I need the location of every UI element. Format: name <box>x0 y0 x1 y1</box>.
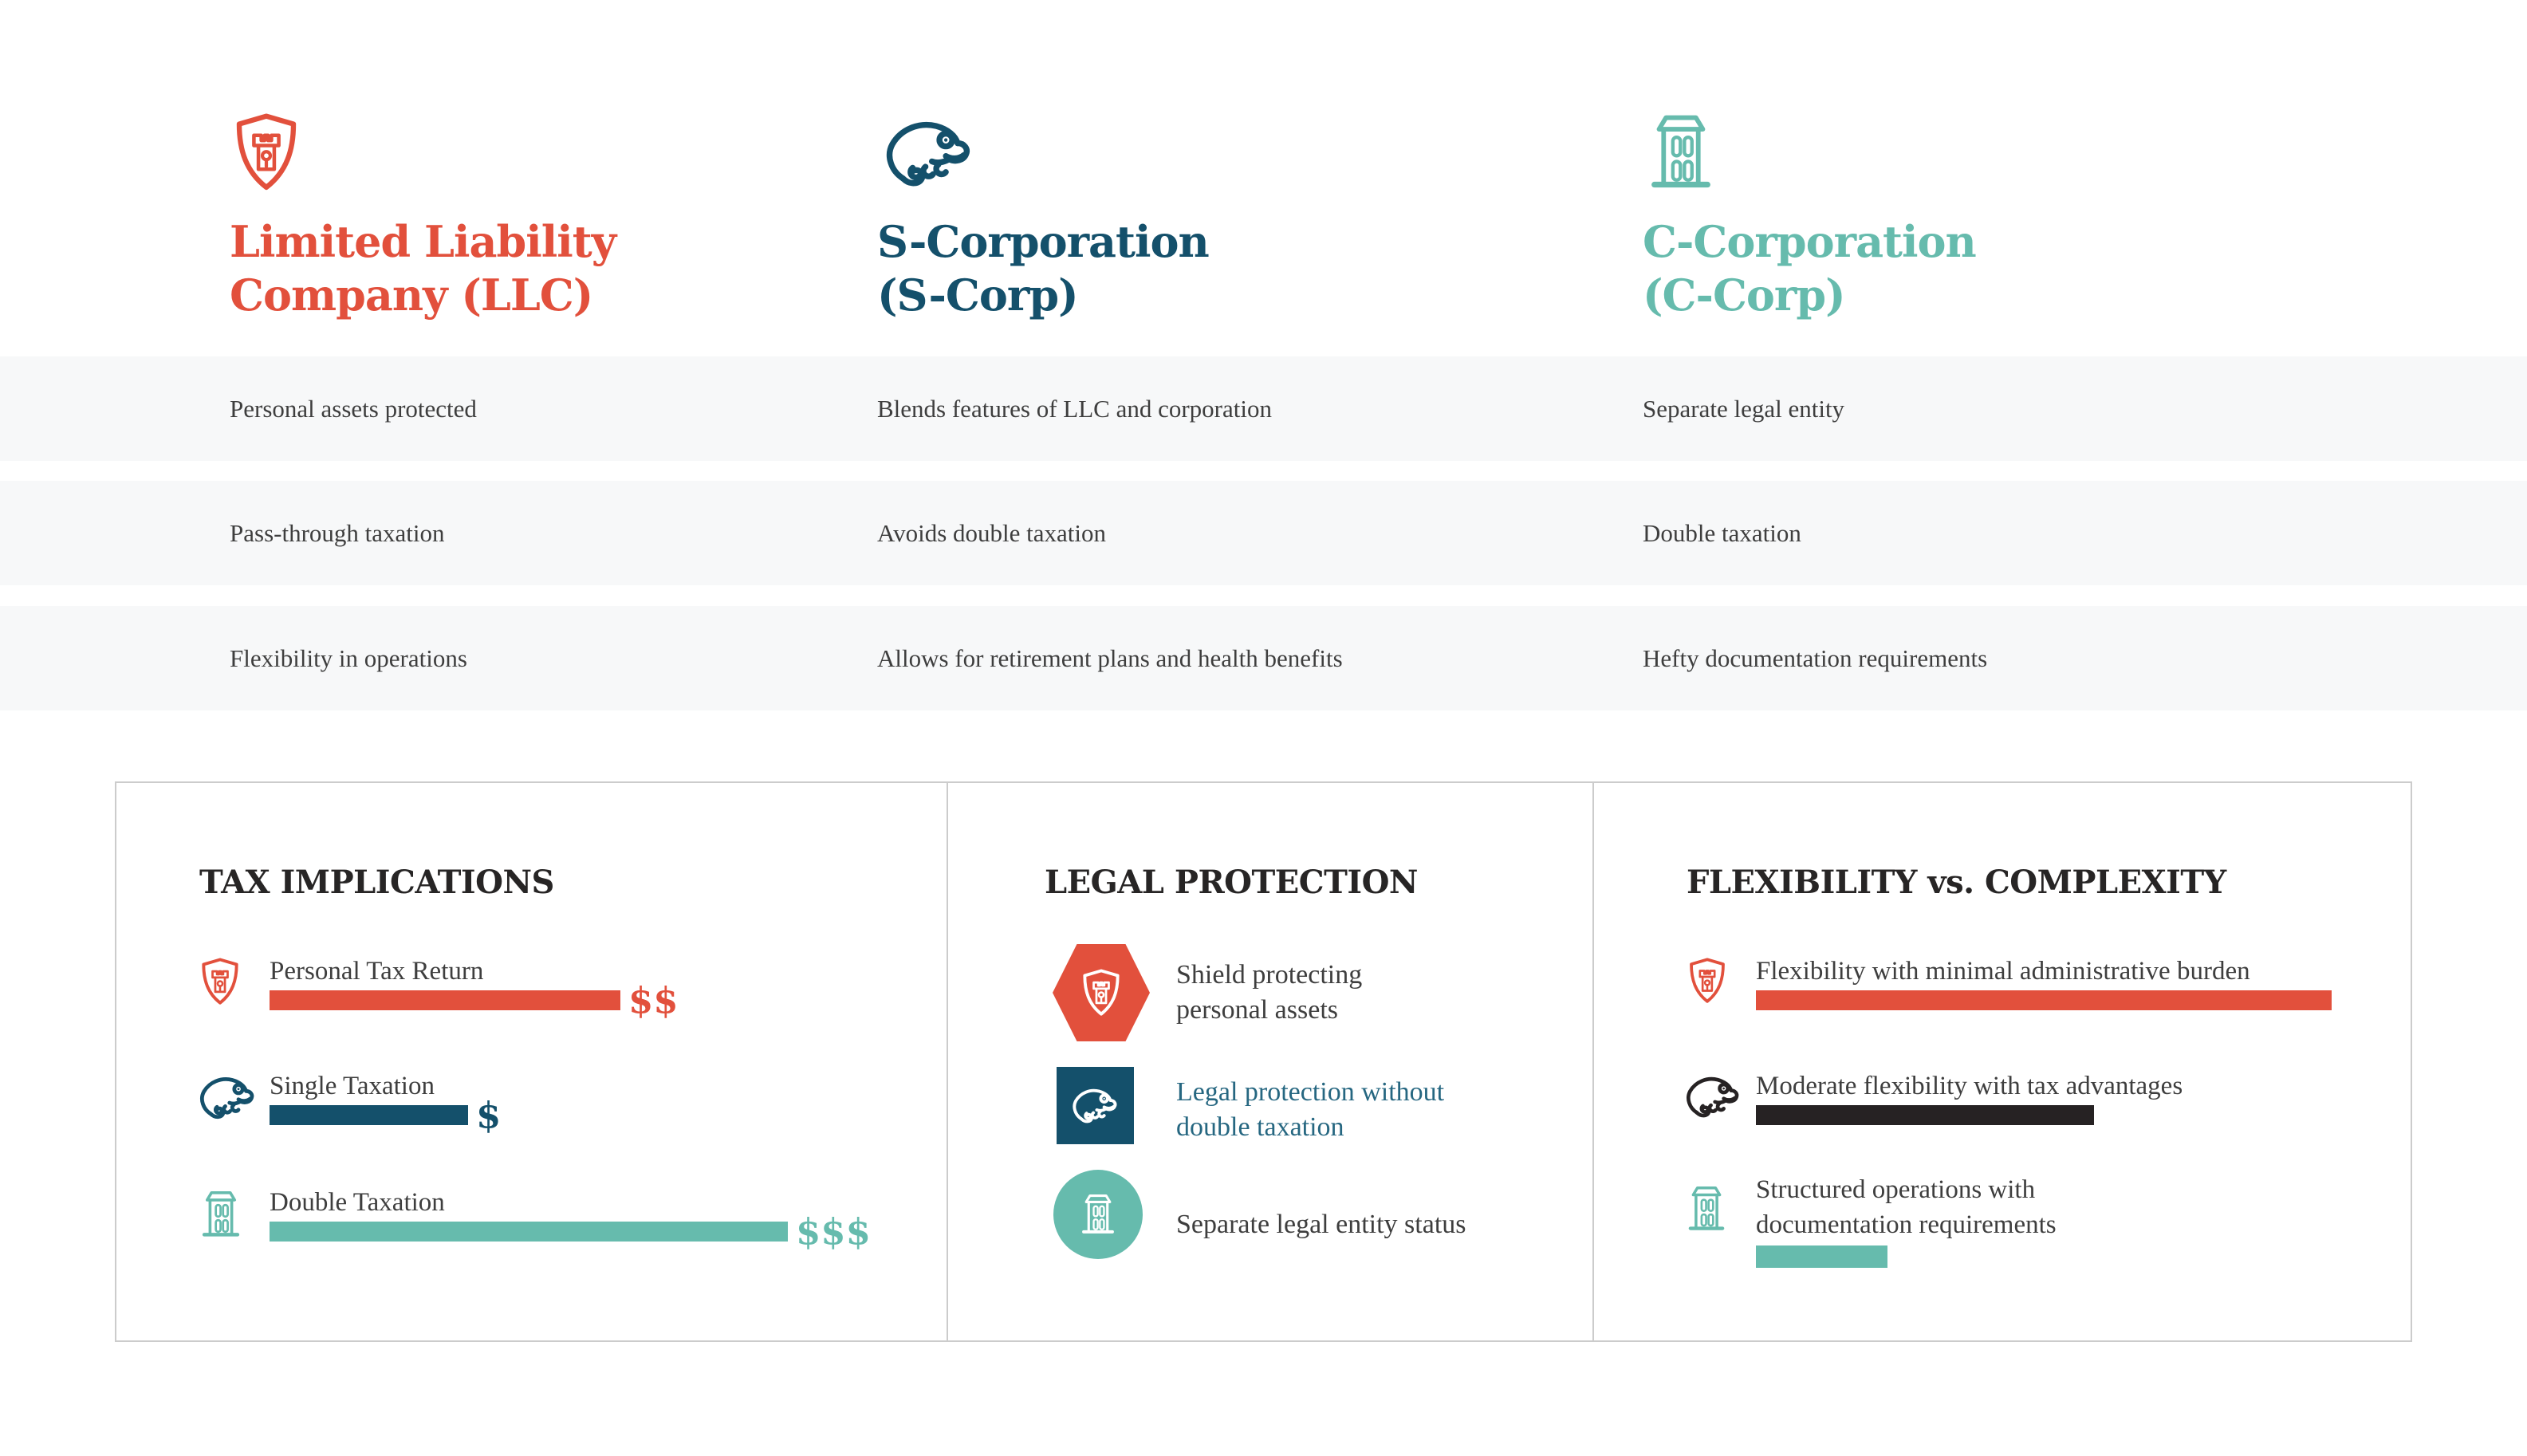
circle-badge <box>1053 1170 1143 1259</box>
card-divider <box>947 783 948 1340</box>
row-cell-scorp: Blends features of LLC and corporation <box>877 394 1272 423</box>
chameleon-icon <box>195 1072 262 1124</box>
chameleon-icon <box>876 113 984 195</box>
building-icon <box>1641 108 1721 196</box>
comparison-row: Personal assets protected Blends feature… <box>0 356 2527 461</box>
shield-castle-icon <box>1079 968 1124 1017</box>
row-cell-scorp: Allows for retirement plans and health b… <box>877 643 1343 672</box>
tax-bar-personal-return <box>270 990 620 1010</box>
detail-cards <box>115 781 2412 1342</box>
building-icon <box>1684 1182 1729 1236</box>
flexibility-bar-llc <box>1756 990 2332 1010</box>
dollar-value: $$$ <box>796 1210 871 1253</box>
item-label: Personal Tax Return <box>270 957 484 986</box>
row-cell-ccorp: Double taxation <box>1643 518 1801 547</box>
dollar-value: $$ <box>628 979 679 1021</box>
flexibility-bar-ccorp <box>1756 1245 1887 1268</box>
item-label: Double Taxation <box>270 1188 445 1217</box>
legal-protection-text: Separate legal entity status <box>1176 1210 1466 1239</box>
chameleon-icon <box>1681 1072 1746 1123</box>
row-cell-ccorp: Hefty documentation requirements <box>1643 643 1988 672</box>
card-title: FLEXIBILITY vs. COMPLEXITY <box>1687 864 2226 901</box>
card-title: TAX IMPLICATIONS <box>199 864 554 901</box>
entity-title-llc: Limited Liability Company (LLC) <box>230 216 616 321</box>
row-cell-scorp: Avoids double taxation <box>877 518 1106 547</box>
shield-castle-icon <box>1686 957 1729 1005</box>
hexagon-badge <box>1053 944 1150 1041</box>
tax-bar-double-taxation <box>270 1222 788 1242</box>
item-label: Structured operations with documentation… <box>1756 1175 2057 1239</box>
chameleon-icon <box>1069 1084 1123 1127</box>
row-cell-llc: Pass-through taxation <box>230 518 445 547</box>
legal-protection-text: Legal protection without double taxation <box>1176 1077 1445 1142</box>
entity-title-ccorp: C-Corporation (C-Corp) <box>1643 216 1977 321</box>
building-icon <box>1078 1190 1118 1238</box>
flexibility-bar-scorp <box>1756 1105 2094 1125</box>
card-divider <box>1592 783 1594 1340</box>
card-title: LEGAL PROTECTION <box>1045 864 1419 901</box>
row-cell-ccorp: Separate legal entity <box>1643 394 1845 423</box>
shield-castle-icon <box>198 957 242 1006</box>
dollar-value: $ <box>476 1094 502 1136</box>
row-cell-llc: Flexibility in operations <box>230 643 467 672</box>
item-label: Single Taxation <box>270 1072 435 1100</box>
building-icon <box>198 1186 244 1242</box>
item-label: Flexibility with minimal administrative … <box>1756 957 2250 986</box>
comparison-row: Pass-through taxation Avoids double taxa… <box>0 481 2527 585</box>
comparison-row: Flexibility in operations Allows for ret… <box>0 606 2527 710</box>
shield-castle-icon <box>230 112 303 193</box>
row-cell-llc: Personal assets protected <box>230 394 477 423</box>
entity-title-scorp: S-Corporation (S-Corp) <box>877 216 1210 321</box>
item-label: Moderate flexibility with tax advantages <box>1756 1072 2183 1100</box>
legal-protection-text: Shield protecting personal assets <box>1176 960 1363 1025</box>
tax-bar-single-taxation <box>270 1105 468 1125</box>
square-badge <box>1057 1067 1134 1144</box>
